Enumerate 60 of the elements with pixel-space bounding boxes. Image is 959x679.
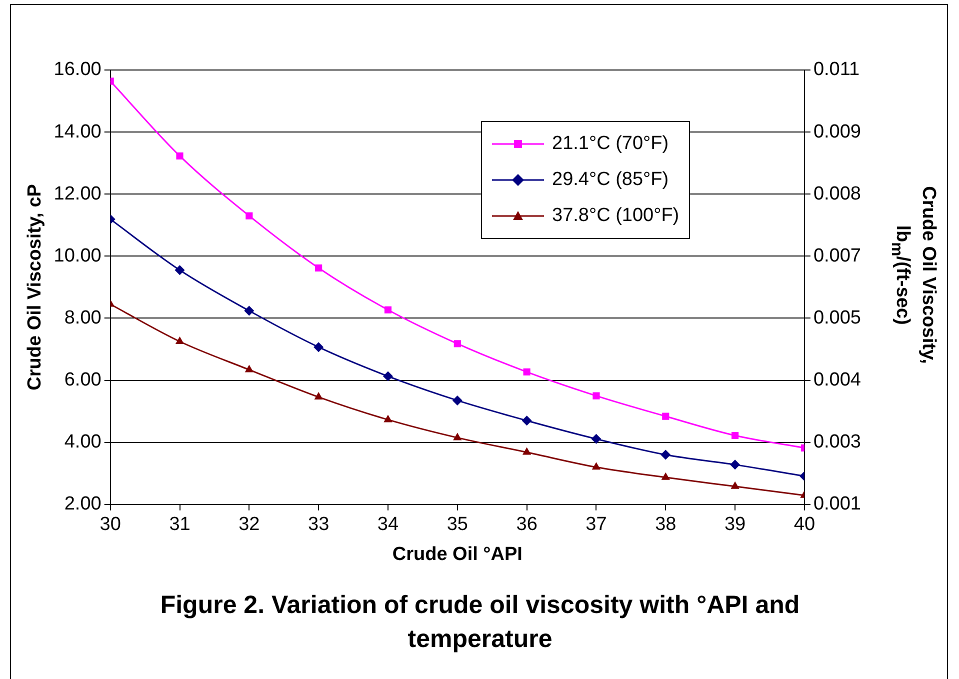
y2-tick-label: 0.004 — [813, 370, 862, 391]
point — [384, 414, 392, 422]
y2-tick-label: 0.008 — [813, 183, 861, 204]
legend-label: 21.1°C (70°F) — [552, 133, 669, 155]
y-tick-label: 4.00 — [64, 432, 102, 453]
x-tick-label: 39 — [724, 514, 746, 536]
y-tick-label: 16.00 — [54, 59, 102, 80]
point — [244, 364, 254, 372]
point — [314, 342, 324, 352]
y-tick-label: 6.00 — [64, 370, 102, 391]
point — [454, 340, 461, 348]
point — [660, 450, 671, 460]
y2-tick-label: 0.007 — [813, 245, 861, 266]
x-tick-label: 35 — [446, 514, 468, 536]
point — [453, 432, 462, 440]
y-tick-label: 14.00 — [54, 121, 102, 142]
x-tick-label: 31 — [169, 514, 190, 536]
x-tick-label: 30 — [100, 514, 121, 536]
point — [522, 416, 532, 426]
x-tick-label: 36 — [516, 514, 538, 536]
point — [592, 462, 601, 470]
point — [175, 336, 184, 344]
x-axis-title: Crude Oil °API — [392, 544, 522, 565]
legend-label: 37.8°C (100°F) — [552, 205, 680, 227]
legend-label: 29.4°C (85°F) — [552, 169, 669, 191]
y-tick-label: 8.00 — [64, 307, 102, 328]
y2-tick-label: 0.005 — [813, 307, 861, 328]
point — [732, 432, 739, 440]
point — [592, 392, 600, 400]
x-tick-label: 32 — [238, 514, 260, 536]
point — [314, 392, 323, 400]
point — [730, 481, 740, 489]
point — [384, 306, 392, 314]
point — [662, 412, 670, 420]
point — [730, 460, 740, 470]
point — [315, 264, 322, 272]
point — [246, 212, 253, 220]
x-tick-label: 40 — [794, 514, 816, 536]
y2-tick-label: 0.001 — [813, 494, 861, 515]
point — [523, 368, 530, 376]
point — [176, 152, 184, 160]
x-tick-label: 34 — [377, 514, 399, 536]
point — [244, 306, 254, 316]
y2-tick-label: 0.011 — [813, 59, 860, 80]
point — [522, 447, 532, 455]
y-axis-title: Crude Oil Viscosity, cP — [24, 184, 46, 390]
x-tick-label: 37 — [586, 514, 607, 536]
y-tick-label: 10.00 — [54, 245, 102, 266]
y-tick-label: 12.00 — [54, 183, 102, 204]
point — [382, 371, 393, 382]
text: Figure 2. Variation of crude oil viscosity with °API and temperature — [159, 590, 801, 655]
y-tick-label: 2.00 — [64, 494, 102, 515]
y2-tick-label: 0.003 — [813, 432, 861, 453]
y2-tick-label: 0.009 — [813, 121, 861, 142]
point — [661, 472, 670, 480]
point — [452, 395, 462, 406]
point — [591, 434, 602, 444]
x-tick-label: 38 — [655, 514, 676, 536]
point — [174, 265, 185, 276]
x-tick-label: 33 — [308, 514, 330, 536]
